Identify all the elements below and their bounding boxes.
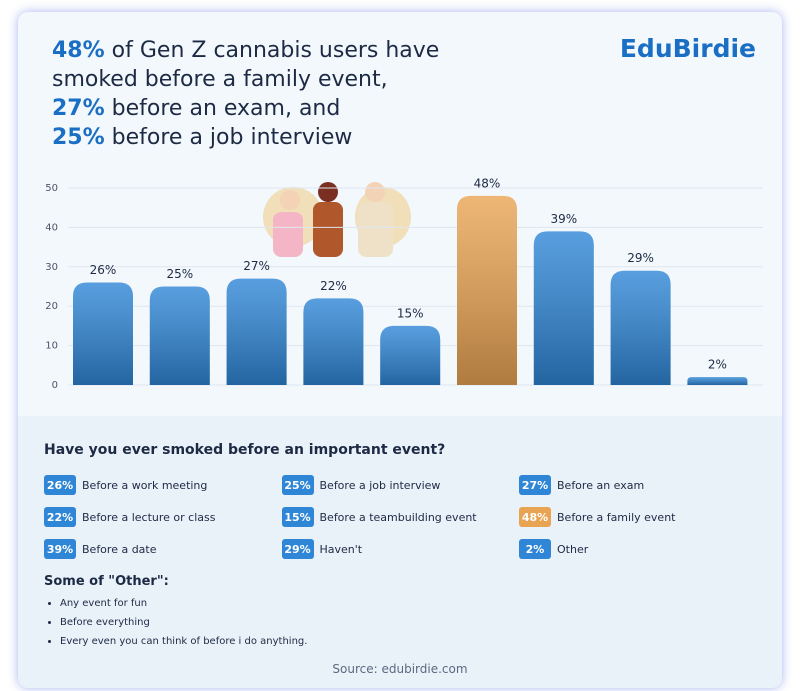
legend-item: 29% Haven't (281, 539, 363, 559)
title-highlight: 27% (52, 96, 105, 121)
value-label: 22% (320, 279, 347, 293)
illustration (263, 182, 411, 257)
bar-shade (73, 282, 133, 385)
title-highlight: 48% (52, 38, 105, 63)
legend-label: Before a teambuilding event (319, 510, 477, 524)
legend-label: Before a lecture or class (82, 510, 216, 524)
legend-badge: 26% (44, 475, 76, 495)
title-line: 27% before an exam, and (52, 94, 439, 123)
legend-badge: 48% (519, 507, 551, 527)
title-line: 48% of Gen Z cannabis users have (52, 36, 439, 65)
bar-shade (533, 231, 594, 385)
legend-label: Before a work meeting (82, 478, 208, 492)
chart-title: 48% of Gen Z cannabis users have smoked b… (52, 36, 439, 152)
title-text: before an exam, and (104, 96, 341, 121)
bar-shade (687, 377, 748, 385)
bar-shade (380, 325, 441, 385)
title-line: 25% before a job interview (52, 123, 439, 152)
y-tick-label: 10 (45, 341, 58, 352)
legend-badge: 15% (281, 507, 314, 527)
other-answer: Every even you can think of before i do … (60, 636, 307, 655)
title-highlight: 25% (52, 125, 105, 150)
legend-badge: 27% (519, 475, 551, 495)
question: Have you ever smoked before an important… (44, 442, 446, 458)
bar-shade (610, 270, 671, 385)
legend-badge: 22% (44, 507, 76, 527)
other-list: Any event for funBefore everythingEvery … (44, 598, 307, 655)
title-text: of Gen Z cannabis users have (104, 38, 440, 63)
legend-item: 39% Before a date (44, 539, 157, 559)
legend-label: Before a job interview (319, 478, 441, 492)
value-label: 26% (90, 263, 117, 277)
y-tick-label: 40 (45, 222, 58, 233)
legend-label: Before an exam (557, 478, 645, 492)
other-answer: Before everything (60, 617, 307, 636)
legend-badge: 39% (44, 539, 76, 559)
value-label: 15% (397, 306, 424, 320)
other-answer: Any event for fun (60, 598, 307, 617)
title-line: smoked before a family event, (52, 65, 439, 94)
value-label: 27% (243, 259, 270, 273)
other-heading: Some of "Other": (44, 574, 169, 589)
value-label: 48% (474, 176, 501, 190)
y-tick-label: 0 (52, 380, 58, 391)
value-label: 39% (550, 212, 577, 226)
legend-item: 22% Before a lecture or class (44, 507, 215, 527)
legend-item: 26% Before a work meeting (44, 475, 207, 495)
legend-item: 48% Before a family event (519, 507, 675, 527)
bar-shade (226, 278, 287, 385)
brand-logo: EduBirdie (619, 34, 756, 63)
card: 48% of Gen Z cannabis users have smoked b… (18, 12, 782, 688)
chart-panel: 48% of Gen Z cannabis users have smoked b… (18, 12, 782, 416)
value-label: 25% (166, 267, 193, 281)
bar-shade (303, 298, 364, 385)
legend-item: 25% Before a job interview (281, 475, 441, 495)
bar-shade (457, 195, 517, 385)
legend-badge: 2% (519, 539, 551, 559)
legend-item: 15% Before a teambuilding event (281, 507, 477, 527)
bar-shade (149, 286, 210, 385)
title-text: before a job interview (104, 125, 353, 150)
legend-badge: 29% (281, 539, 314, 559)
legend-label: Haven't (319, 542, 363, 556)
y-tick-label: 50 (45, 183, 58, 194)
legend-item: 2% Other (519, 539, 588, 559)
legend-label: Before a date (82, 542, 157, 556)
chart: 0 10 20 30 40 50 26% 25% 27% 22% 15% 48% 39% 29% 2% (45, 176, 763, 391)
value-label: 2% (708, 358, 727, 372)
source: Source: edubirdie.com (332, 662, 468, 676)
y-tick-label: 30 (45, 262, 58, 273)
legend-badge: 25% (281, 475, 314, 495)
title-text: smoked before a family event, (52, 67, 388, 92)
legend-label: Other (557, 542, 589, 556)
legend-item: 27% Before an exam (519, 475, 644, 495)
y-tick-label: 20 (45, 301, 58, 312)
legend-label: Before a family event (557, 510, 676, 524)
value-label: 29% (627, 251, 654, 265)
